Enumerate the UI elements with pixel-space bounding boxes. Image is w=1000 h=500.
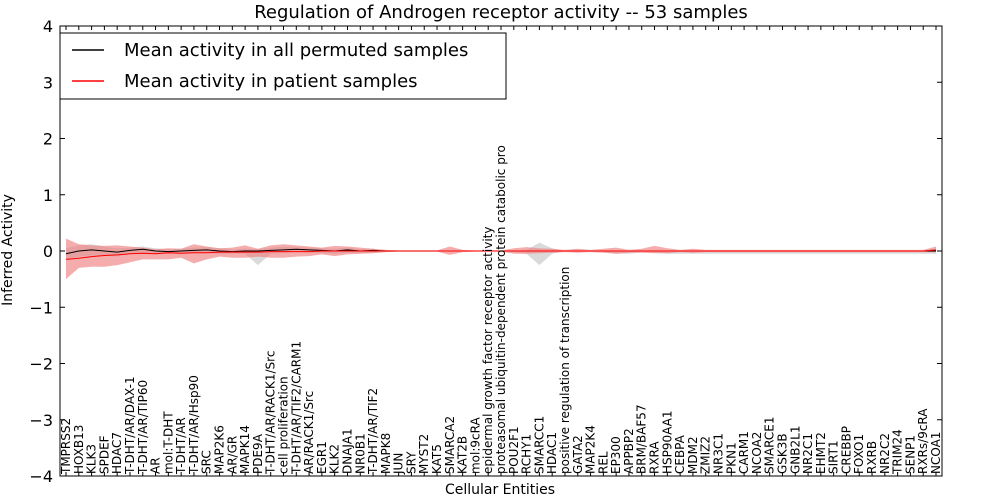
x-tick-label: PKN1 xyxy=(724,442,738,474)
x-tick-label: MDM2 xyxy=(686,436,700,474)
y-tick-label: 1 xyxy=(43,186,53,205)
x-tick-label: TMPRSS2 xyxy=(59,418,73,475)
x-tick-label: proteasomal ubiquitin-dependent protein … xyxy=(494,145,508,474)
x-tick-label: EHMT2 xyxy=(814,432,828,474)
x-tick-label: EGR1 xyxy=(315,441,329,474)
x-tick-label: MAPK8 xyxy=(379,433,393,474)
y-tick-label: −1 xyxy=(29,298,53,317)
x-tick-label: MYST2 xyxy=(417,434,431,474)
series-lines xyxy=(65,248,937,260)
x-tick-label: SENP1 xyxy=(903,435,917,474)
x-tick-label: APPBP2 xyxy=(622,428,636,474)
x-tick-label: CEBPA xyxy=(673,434,687,474)
x-tick-label: CARM1 xyxy=(737,431,751,474)
x-tick-label: NCOA1 xyxy=(929,432,943,474)
x-tick-label: NR0B1 xyxy=(353,433,367,474)
x-tick-label: NR3C1 xyxy=(712,433,726,474)
x-tick-label: GNB2L1 xyxy=(788,426,802,474)
y-axis-label: Inferred Activity xyxy=(0,194,16,306)
y-axis-ticks: −4 −3 −2 −1 0 1 2 3 4 xyxy=(29,17,942,486)
x-tick-label: POU2F1 xyxy=(507,426,521,474)
x-tick-label: HDAC1 xyxy=(545,432,559,474)
x-tick-label: RXRB xyxy=(865,441,879,474)
x-tick-label: GSK3B xyxy=(775,433,789,474)
x-tick-label: T-DHT/AR/TIP60 xyxy=(136,380,150,475)
x-tick-label: RXRs/9cRA xyxy=(916,408,930,474)
x-tick-label: PDE9A xyxy=(251,433,265,474)
plot-frame xyxy=(59,25,943,477)
series-line-patient xyxy=(65,249,937,260)
y-tick-label: −3 xyxy=(29,411,53,430)
x-tick-label: NR2C1 xyxy=(801,433,815,474)
x-tick-label: DNAJA1 xyxy=(340,428,354,474)
x-tick-label: MAPK14 xyxy=(238,425,252,474)
legend-box xyxy=(59,32,507,100)
x-tick-label: MAP2K4 xyxy=(584,425,598,474)
x-tick-label: KLK2 xyxy=(328,444,342,474)
x-tick-label: KAT5 xyxy=(430,444,444,474)
x-tick-label: HSP90AA1 xyxy=(660,410,674,474)
x-tick-label: SMARCC1 xyxy=(532,416,546,474)
y-tick-label: 4 xyxy=(43,17,53,36)
x-tick-label: REL xyxy=(596,451,610,474)
x-tick-label: BRM/BAF57 xyxy=(635,404,649,474)
x-axis-ticks: TMPRSS2HOXB13KLK3SPDEFHDAC7T-DHT/AR/DAX-… xyxy=(59,26,943,476)
x-tick-label: ZMIZ2 xyxy=(699,436,713,474)
x-tick-label: TRIM24 xyxy=(891,429,905,475)
x-axis-label: Cellular Entities xyxy=(445,482,555,498)
y-tick-label: 0 xyxy=(43,242,53,261)
x-tick-label: NCOA2 xyxy=(750,432,764,474)
x-tick-label: KAT2B xyxy=(456,436,470,474)
legend-label-permuted: Mean activity in all permuted samples xyxy=(124,40,468,61)
chart-title: Regulation of Androgen receptor activity… xyxy=(254,2,748,23)
x-tick-label: SMARCA2 xyxy=(443,416,457,474)
x-tick-label: RXRA xyxy=(648,441,662,474)
x-tick-label: T-DHT/AR/DAX-1 xyxy=(123,376,137,475)
y-tick-label: −2 xyxy=(29,355,53,374)
x-tick-label: HDAC7 xyxy=(110,432,124,474)
x-tick-label: KLK3 xyxy=(85,444,99,474)
x-tick-label: cell proliferation xyxy=(277,376,291,474)
x-tick-label: SIRT1 xyxy=(827,440,841,474)
x-tick-label: GATA2 xyxy=(571,435,585,474)
x-tick-label: mol:9cRA xyxy=(468,417,482,474)
y-tick-label: 2 xyxy=(43,130,53,149)
x-tick-label: JUN xyxy=(392,453,406,475)
x-tick-label: positive regulation of transcription xyxy=(558,267,572,474)
y-tick-label: −4 xyxy=(29,467,53,486)
band-patient xyxy=(66,238,936,280)
y-tick-label: 3 xyxy=(43,73,53,92)
x-tick-label: T-DHT/AR/TIF2/CARM1 xyxy=(289,341,303,475)
x-tick-label: RCHY1 xyxy=(520,434,534,474)
x-tick-label: FOXO1 xyxy=(852,434,866,474)
x-tick-label: T-DHT/AR xyxy=(174,417,188,475)
x-tick-label: SPDEF xyxy=(97,435,111,474)
x-tick-label: AR/GR xyxy=(225,436,239,474)
x-tick-label: NR2C2 xyxy=(878,433,892,474)
legend: Mean activity in all permuted samples Me… xyxy=(59,32,507,100)
x-tick-label: HOXB13 xyxy=(72,425,86,474)
x-tick-label: EP300 xyxy=(609,436,623,474)
x-tick-label: T-DHT/AR/TIF2 xyxy=(366,388,380,475)
x-tick-label: T-DHT/AR/Hsp90 xyxy=(187,375,201,475)
x-tick-label: SRY xyxy=(404,451,418,474)
legend-label-patient: Mean activity in patient samples xyxy=(124,71,418,92)
x-tick-label: MAP2K6 xyxy=(213,425,227,474)
x-tick-label: AR/RACK1/Src xyxy=(302,391,316,474)
x-tick-label: T-DHT/AR/RACK1/Src xyxy=(264,351,278,475)
x-tick-label: AR xyxy=(149,457,163,474)
x-tick-label: epidermal growth factor receptor activit… xyxy=(481,227,495,474)
x-tick-label: SMARCE1 xyxy=(763,416,777,474)
x-tick-label: SRC xyxy=(200,450,214,474)
x-tick-label: mol:T-DHT xyxy=(161,411,175,474)
x-tick-label: CREBBP xyxy=(839,426,853,474)
confidence-bands xyxy=(66,238,936,280)
